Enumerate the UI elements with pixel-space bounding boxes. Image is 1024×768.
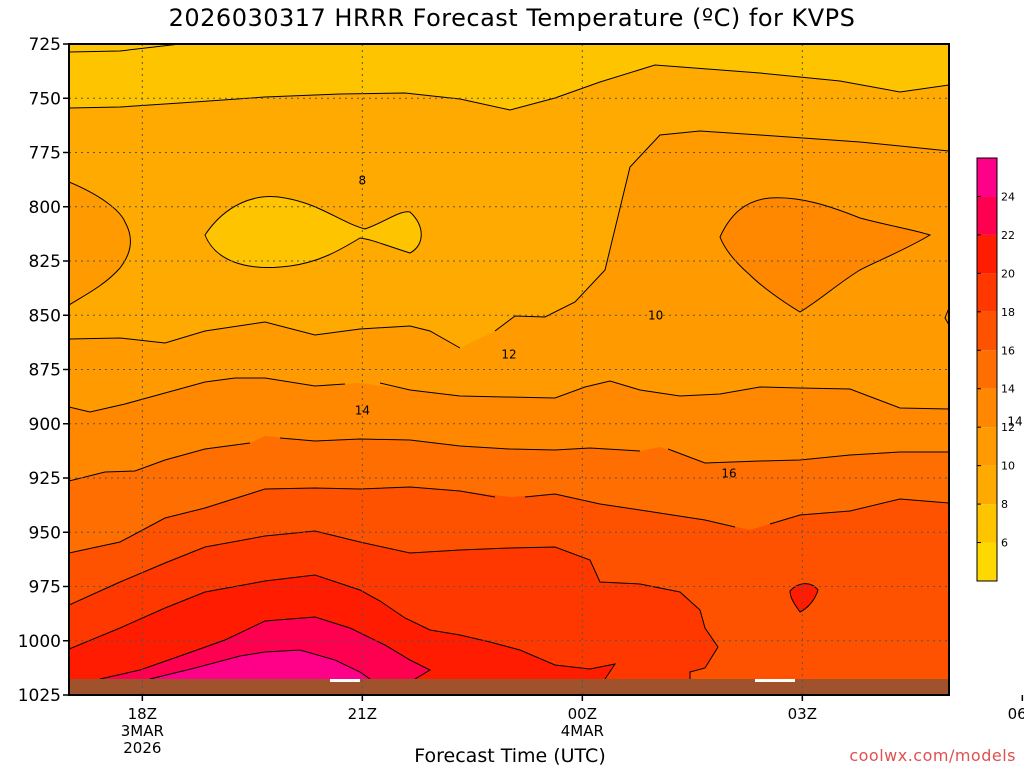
colorbar: 6 8 10 12 14 16 18 20 22 24: [976, 157, 1015, 582]
contour-24: [149, 649, 371, 680]
credit-link[interactable]: coolwx.com/models: [849, 746, 1016, 765]
y-tick-label: 950: [29, 523, 61, 543]
y-tick-label: 800: [29, 198, 61, 218]
colorbar-segment: [977, 388, 997, 428]
y-tick-label: 875: [29, 361, 61, 381]
plot-area: [69, 44, 949, 695]
colorbar-segment: [977, 234, 997, 274]
contour-18: [69, 530, 719, 679]
colorbar-label: 16: [1001, 344, 1015, 357]
colorbar-label: 10: [1001, 460, 1015, 473]
x-tick-label: 3MAR: [121, 722, 164, 740]
y-axis: 725 750 775 800 825 850 875 900 925 950 975 1000 102…: [18, 35, 69, 706]
y-tick-label: 975: [29, 578, 61, 598]
contour-label: 12: [501, 347, 516, 361]
y-tick-label: 1025: [18, 686, 61, 706]
y-tick-label: 850: [29, 306, 61, 326]
colorbar-segment: [977, 158, 997, 197]
x-tick-label: 21Z: [348, 705, 377, 723]
x-tick-label: 4MAR: [561, 722, 604, 740]
band-6-8: [69, 44, 949, 110]
colorbar-label: 22: [1001, 229, 1015, 242]
contour-12: [69, 377, 949, 413]
chart-title: 2026030317 HRRR Forecast Temperature (ºC…: [168, 4, 856, 32]
y-tick-label: 825: [29, 252, 61, 272]
y-tick-label: 1000: [18, 632, 61, 652]
colorbar-label: 12: [1001, 421, 1015, 434]
ground: [69, 679, 949, 695]
y-tick-label: 925: [29, 469, 61, 489]
x-axis-title: Forecast Time (UTC): [414, 745, 606, 767]
colorbar-label: 20: [1001, 267, 1015, 280]
band-12-14-island: [719, 197, 932, 313]
colorbar-segment: [977, 273, 997, 312]
colorbar-label: 14: [1001, 383, 1015, 396]
grid: [69, 44, 949, 695]
colorbar-segment: [977, 504, 997, 543]
y-tick-label: 900: [29, 415, 61, 435]
colorbar-label: 18: [1001, 306, 1015, 319]
colorbar-segment: [977, 196, 997, 235]
contour-10: [69, 130, 949, 349]
ground-gap: [755, 679, 795, 682]
x-tick-label: 2026: [123, 739, 161, 757]
colorbar-segment: [977, 465, 997, 505]
x-tick-label: 18Z: [128, 705, 157, 723]
contour-label: 14: [355, 404, 370, 418]
x-tick-label: 03Z: [788, 705, 817, 723]
contour-label: 16: [721, 467, 736, 481]
band-22-24: [100, 617, 430, 679]
contour-label: 8: [359, 174, 367, 188]
x-tick-label: 06Z: [1008, 705, 1024, 723]
band-18-20-island: [789, 583, 819, 613]
ground-gap: [330, 679, 360, 682]
contour-label: 10: [648, 308, 663, 322]
colorbar-segment: [977, 542, 997, 581]
contour-10-right: [944, 307, 949, 326]
x-axis: 18Z3MAR202621Z00Z4MAR03Z06Z09Z: [121, 695, 1024, 757]
x-tick-label: 00Z: [568, 705, 597, 723]
colorbar-segment: [977, 350, 997, 389]
colorbar-frame: [976, 157, 998, 582]
y-tick-label: 750: [29, 89, 61, 109]
colorbar-label: 6: [1001, 537, 1008, 550]
y-tick-label: 775: [29, 144, 61, 164]
colorbar-segment: [977, 311, 997, 351]
contour-6: [69, 64, 949, 111]
band-6-8-island: [204, 196, 422, 269]
colorbar-segment: [977, 427, 997, 466]
band-10-12-left: [69, 181, 131, 306]
band-24-26: [150, 650, 370, 679]
contour-lines: [69, 44, 949, 680]
contour-20: [69, 574, 617, 680]
colorbar-label: 24: [1001, 190, 1015, 203]
contour-label: 14: [1007, 415, 1022, 429]
colorbar-label: 8: [1001, 498, 1008, 511]
contour-14: [69, 437, 949, 482]
contour-6-top: [69, 44, 181, 53]
contour-labels: 8101214141616: [355, 174, 1023, 481]
contour-22: [99, 616, 432, 680]
y-tick-label: 725: [29, 35, 61, 55]
